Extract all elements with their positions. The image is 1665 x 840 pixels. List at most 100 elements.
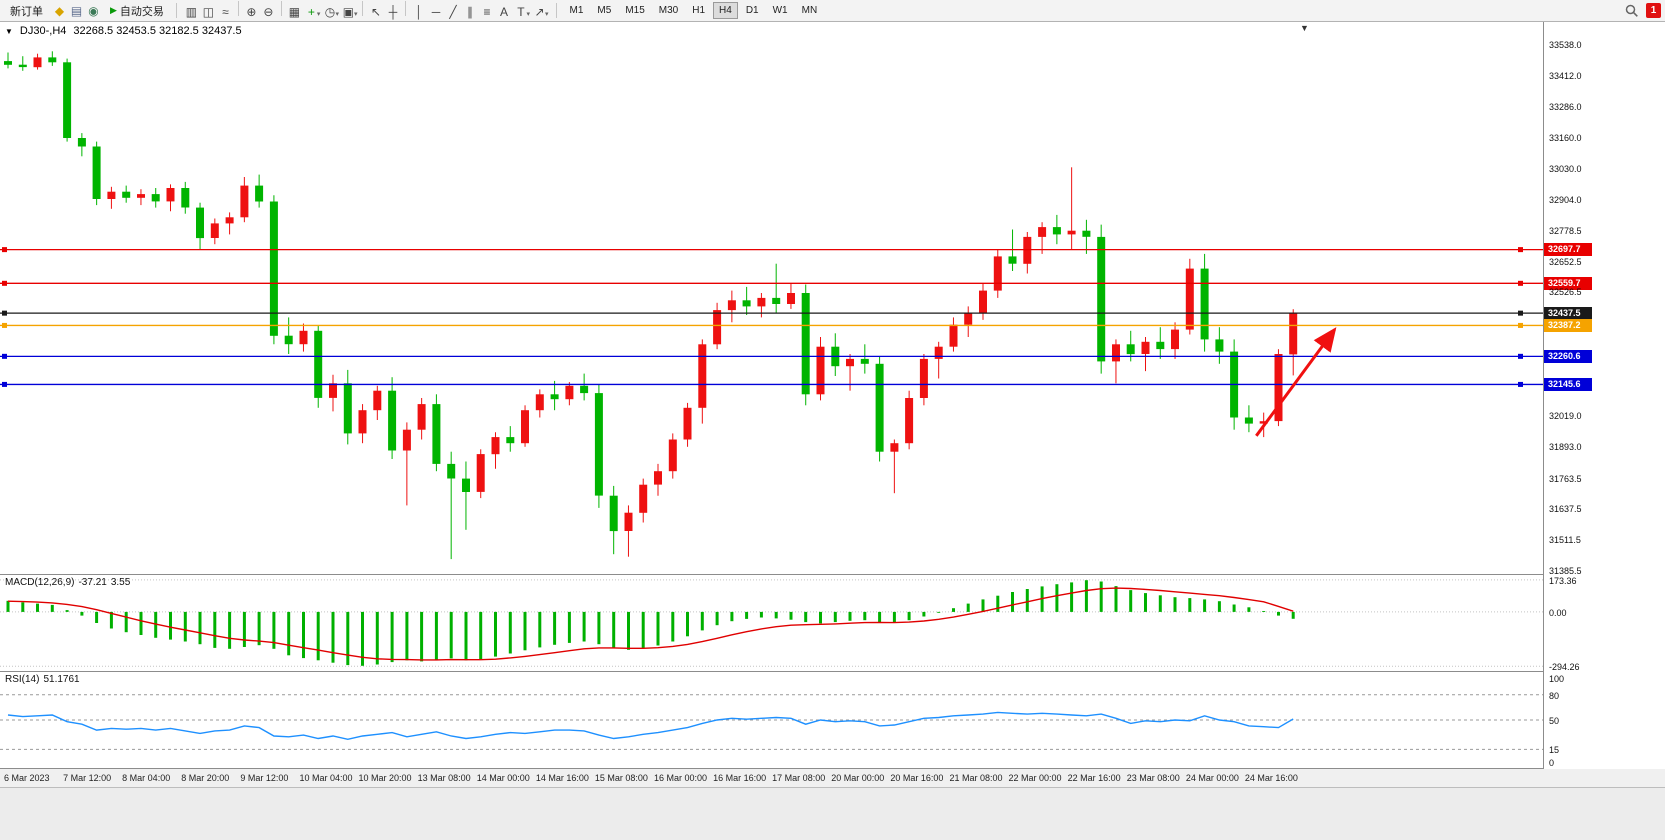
- candle: [240, 185, 249, 218]
- dropdown-caret-icon[interactable]: ▾: [526, 10, 530, 18]
- candle: [314, 330, 323, 398]
- line-handle: [1518, 310, 1523, 316]
- bar-chart-icon[interactable]: ▥: [185, 4, 198, 19]
- candle: [1082, 230, 1091, 237]
- main-chart[interactable]: ▼ DJ30-,H4 32268.5 32453.5 32182.5 32437…: [0, 22, 1543, 575]
- timeframe-D1-button[interactable]: D1: [740, 2, 765, 19]
- time-axis-label: 7 Mar 12:00: [63, 773, 112, 783]
- price-axis[interactable]: 32697.7 32559.7 32437.5 32387.2 32260.6 32145…: [1543, 22, 1665, 769]
- candle: [388, 390, 397, 451]
- dropdown-caret-icon[interactable]: ▾: [353, 10, 358, 18]
- candles-layer: [4, 51, 1298, 560]
- rsi-panel[interactable]: RSI(14) 51.1761: [0, 672, 1543, 769]
- timeframe-H1-button[interactable]: H1: [686, 2, 711, 19]
- candle: [18, 64, 27, 68]
- macd-axis-label: 173.36: [1549, 575, 1577, 586]
- collapse-icon[interactable]: ▼: [5, 26, 13, 36]
- trendline-icon[interactable]: ╱: [449, 4, 457, 19]
- timeframe-MN-button[interactable]: MN: [796, 2, 824, 19]
- candlestick-chart-icon[interactable]: ◫: [202, 4, 215, 19]
- new-chart-icon[interactable]: ◆: [54, 3, 65, 18]
- candle: [417, 404, 426, 430]
- candle: [713, 310, 722, 345]
- rsi-line: [7, 711, 1294, 741]
- timeframe-H4-button[interactable]: H4: [713, 2, 738, 19]
- timeframe-M30-button[interactable]: M30: [653, 2, 684, 19]
- dropdown-caret-icon[interactable]: ▾: [335, 10, 339, 18]
- candle: [550, 394, 559, 400]
- candle: [196, 207, 204, 239]
- macd-histogram: [6, 580, 1295, 666]
- trend-arrow-annotation[interactable]: [1255, 327, 1337, 437]
- price-axis-label: 33160.0: [1549, 132, 1582, 143]
- rsi-axis-label: 0: [1549, 758, 1555, 768]
- macd-signal-line: [7, 587, 1294, 661]
- candle: [63, 62, 72, 138]
- candle: [787, 293, 795, 304]
- channel-icon[interactable]: ∥: [466, 4, 473, 19]
- chart-shift-marker-icon[interactable]: ▼: [1300, 23, 1309, 33]
- chart-workspace: ▼ DJ30-,H4 32268.5 32453.5 32182.5 32437…: [0, 22, 1665, 840]
- macd-axis-label: -294.26: [1549, 662, 1580, 673]
- candle: [77, 138, 86, 147]
- candle: [1244, 417, 1253, 424]
- auto-trading-button[interactable]: ▶ 自动交易: [104, 1, 170, 21]
- candle: [1200, 268, 1209, 340]
- zoom-out-icon[interactable]: ⊖: [263, 4, 274, 19]
- period-icon[interactable]: ◷: [324, 4, 336, 19]
- template-icon[interactable]: ▣: [342, 4, 355, 19]
- zoom-in-icon[interactable]: ⊕: [246, 4, 257, 19]
- timeframe-M5-button[interactable]: M5: [591, 2, 617, 19]
- crosshair-icon[interactable]: ┼: [388, 4, 398, 19]
- macd-main-value: -37.21: [78, 577, 107, 588]
- price-tag-resistance-2: 32559.7: [1544, 276, 1592, 290]
- dropdown-caret-icon[interactable]: ▾: [316, 10, 321, 18]
- line-chart-icon[interactable]: ≈: [222, 4, 229, 19]
- cursor-icon[interactable]: ↖: [370, 4, 381, 19]
- candle: [92, 146, 101, 199]
- price-axis-label: 33538.0: [1549, 40, 1582, 51]
- time-axis-label: 8 Mar 04:00: [122, 773, 171, 783]
- candle: [181, 188, 190, 208]
- arrows-icon[interactable]: ↗: [534, 4, 545, 19]
- candle: [1141, 341, 1150, 354]
- dropdown-caret-icon[interactable]: ▾: [544, 10, 549, 18]
- line-handle: [1518, 381, 1523, 387]
- refresh-icon[interactable]: ◉: [88, 3, 99, 18]
- candle: [506, 437, 515, 444]
- candle: [949, 324, 958, 347]
- text-icon[interactable]: A: [499, 4, 508, 19]
- label-icon[interactable]: T: [517, 4, 525, 19]
- timeframe-M15-button[interactable]: M15: [619, 2, 650, 19]
- candle: [343, 383, 352, 434]
- candle: [462, 478, 470, 492]
- macd-signal-value: 3.55: [110, 577, 131, 588]
- candle: [624, 512, 633, 531]
- indicators-icon[interactable]: +: [307, 4, 315, 19]
- profiles-icon[interactable]: ▤: [70, 3, 83, 18]
- candle: [33, 57, 42, 68]
- price-tag-bid-price: 32437.5: [1544, 306, 1592, 320]
- macd-panel[interactable]: MACD(12,26,9) -37.21 3.55: [0, 575, 1543, 672]
- horizontal-line-icon[interactable]: ─: [431, 4, 441, 19]
- search-icon[interactable]: [1623, 2, 1640, 20]
- candle: [4, 61, 12, 65]
- timeframe-W1-button[interactable]: W1: [767, 2, 794, 19]
- time-axis[interactable]: 6 Mar 2023 7 Mar 12:00 8 Mar 04:00 8 Mar 20…: [0, 769, 1665, 788]
- line-handle: [2, 322, 7, 328]
- timeframe-M1-button[interactable]: M1: [564, 2, 590, 19]
- candle: [654, 471, 662, 485]
- notification-badge[interactable]: 1: [1646, 3, 1661, 18]
- time-axis-label: 17 Mar 08:00: [772, 773, 826, 783]
- candle: [580, 385, 589, 394]
- new-order-button[interactable]: 新订单: [4, 1, 49, 21]
- price-axis-label: 32526.5: [1549, 287, 1582, 298]
- candle: [919, 358, 928, 398]
- ohlc-values: 32268.5 32453.5 32182.5 32437.5: [73, 25, 242, 37]
- rsi-label: RSI(14) 51.1761: [5, 674, 84, 685]
- fibonacci-icon[interactable]: ≡: [483, 4, 491, 19]
- tile-windows-icon[interactable]: ▦: [288, 4, 301, 19]
- vertical-line-icon[interactable]: │: [415, 4, 423, 19]
- candle: [1008, 256, 1017, 264]
- rsi-axis-label: 100: [1549, 674, 1565, 684]
